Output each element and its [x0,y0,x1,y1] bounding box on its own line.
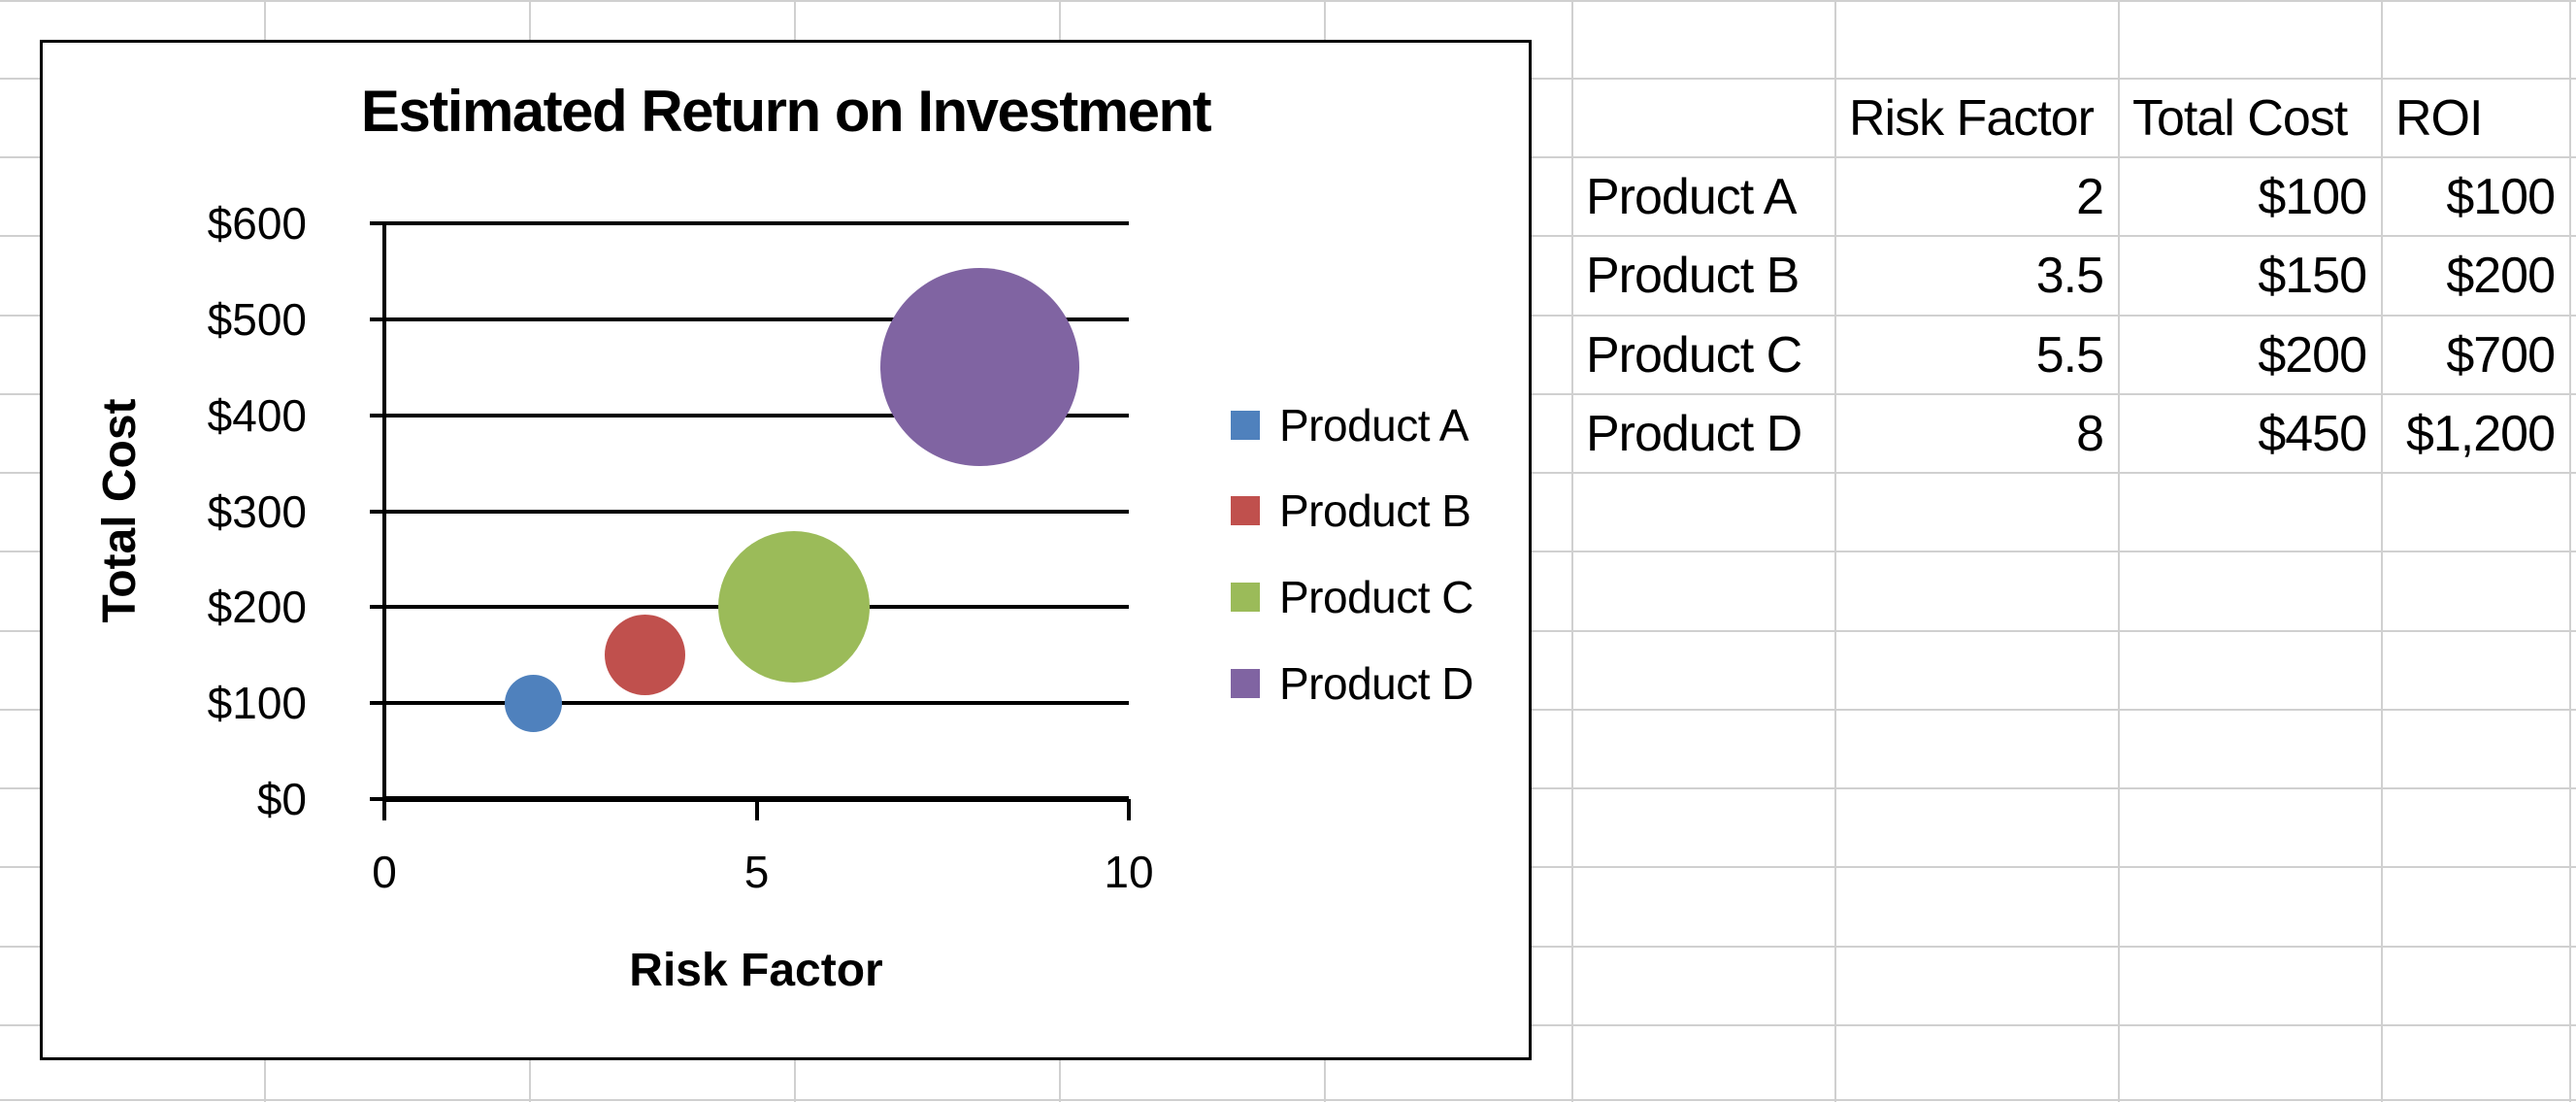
y-tick-label: $100 [207,678,307,729]
plot-gridline [384,317,1129,321]
x-tick-label: 0 [372,847,397,897]
x-axis-tick [1127,799,1131,820]
cell-total-cost-value[interactable]: $150 [2258,248,2367,304]
legend-label: Product B [1279,485,1471,536]
cell-total-cost-value[interactable]: $100 [2258,168,2367,225]
legend-label: Product A [1279,400,1469,451]
legend-item-product-b: Product B [1231,484,1471,538]
cell-roi-value[interactable]: $1,200 [2405,405,2556,462]
legend-swatch [1231,583,1260,612]
legend-swatch [1231,669,1260,698]
legend-label: Product C [1279,572,1474,622]
cell-roi-value[interactable]: $200 [2446,248,2556,304]
cell-product-name[interactable]: Product A [1586,168,1797,225]
legend-item-product-c: Product C [1231,570,1474,624]
header-risk-factor[interactable]: Risk Factor [1849,89,2095,147]
bubble-product-d [880,268,1079,467]
cell-product-name[interactable]: Product D [1586,405,1802,462]
sheet-gridline-horizontal [0,1099,2576,1101]
bubble-product-b [604,615,686,696]
y-axis-line [382,223,386,801]
plot-gridline [384,413,1129,417]
y-tick-label: $0 [256,774,307,824]
sheet-gridline-horizontal [0,0,2576,2]
cell-risk-factor-value[interactable]: 5.5 [2035,326,2104,384]
y-tick-label: $400 [207,389,307,441]
x-tick-label: 10 [1104,847,1154,897]
cell-risk-factor-value[interactable]: 2 [2076,168,2104,225]
legend-swatch [1231,496,1260,525]
bubble-product-a [504,674,562,732]
x-axis-tick [382,799,386,820]
cell-roi-value[interactable]: $700 [2446,326,2556,384]
plot-gridline [384,701,1129,706]
cell-risk-factor-value[interactable]: 8 [2076,405,2104,462]
x-axis-tick [754,799,759,820]
cell-product-name[interactable]: Product B [1586,248,1800,304]
cell-total-cost-value[interactable]: $200 [2258,326,2367,384]
roi-bubble-chart[interactable]: Estimated Return on Investment Risk Fact… [40,40,1532,1060]
header-total-cost[interactable]: Total Cost [2132,89,2348,147]
plot-gridline [384,509,1129,514]
cell-risk-factor-value[interactable]: 3.5 [2035,248,2104,304]
y-tick-label: $500 [207,293,307,345]
plot-gridline [384,221,1129,225]
x-axis-title: Risk Factor [629,945,883,996]
cell-roi-value[interactable]: $100 [2446,168,2556,225]
legend-item-product-a: Product A [1231,398,1469,452]
cell-total-cost-value[interactable]: $450 [2258,405,2367,462]
header-roi[interactable]: ROI [2395,89,2483,147]
y-tick-label: $600 [207,198,307,249]
cell-product-name[interactable]: Product C [1586,326,1802,384]
legend-item-product-d: Product D [1231,656,1474,711]
x-tick-label: 5 [743,847,770,897]
y-tick-label: $200 [207,582,307,633]
legend-swatch [1231,411,1260,440]
legend-label: Product D [1279,658,1474,709]
chart-title: Estimated Return on Investment [360,79,1212,144]
y-tick-label: $300 [207,485,307,537]
bubble-product-c [717,531,870,684]
